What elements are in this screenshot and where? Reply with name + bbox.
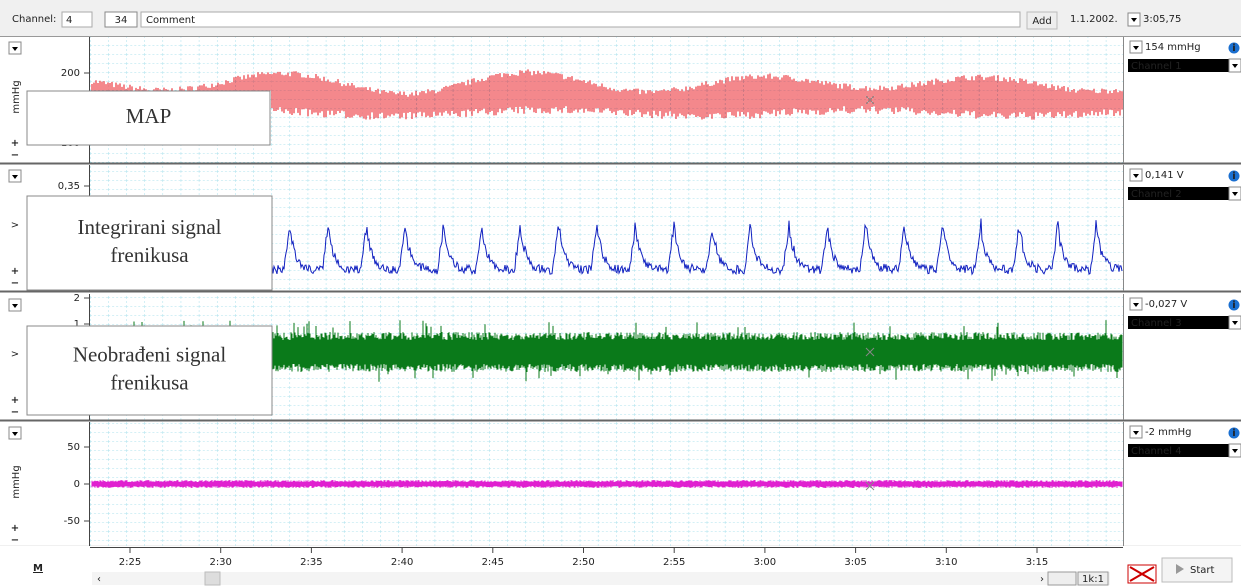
channel-spinner[interactable] (61, 11, 93, 28)
overlay-label: frenikusa (110, 243, 189, 267)
dropdown-arrow (1131, 18, 1137, 22)
channel-name: Channel 2 (1131, 189, 1182, 200)
unit-label: mmHg (11, 80, 22, 113)
y-tick-label: 200 (61, 68, 80, 79)
x-tick-label: 2:25 (119, 557, 141, 568)
info-icon (1228, 427, 1240, 439)
marker-button[interactable]: M (33, 563, 43, 574)
overlay-label: Integrirani signal (77, 215, 221, 239)
ratio-button[interactable] (1077, 571, 1109, 586)
date: 1.1.2002. (1070, 14, 1118, 25)
info-i: i (1232, 171, 1235, 182)
plus[interactable]: + (11, 266, 19, 277)
x-tick-label: 3:00 (754, 557, 776, 568)
readout: -2 mmHg (1145, 427, 1192, 438)
x-tick-label: 2:45 (482, 557, 504, 568)
expand-arrow: > (11, 220, 19, 231)
plus[interactable]: + (11, 395, 19, 406)
x-tick-label: 3:10 (935, 557, 957, 568)
x-tick-label: 2:35 (300, 557, 322, 568)
start-triangle (1176, 564, 1184, 574)
x-tick-label: 2:55 (663, 557, 685, 568)
scroll-thumb[interactable] (204, 571, 221, 586)
overlay-box (26, 325, 273, 416)
signal-trace (91, 480, 1123, 488)
readout: -0,027 V (1145, 299, 1187, 310)
dropdown-arrow (1232, 192, 1238, 196)
overlay-box (26, 195, 273, 291)
unit-label: mmHg (11, 465, 22, 498)
channel-select[interactable] (1128, 444, 1229, 457)
y-tick-label: 0,35 (58, 181, 80, 192)
dropdown-arrow (1133, 174, 1139, 178)
overlay-label: frenikusa (110, 370, 189, 394)
readout: 0,141 V (1145, 170, 1184, 181)
dropdown-arrow (1133, 303, 1139, 307)
dropdown-arrow (1232, 321, 1238, 325)
overlay-box (26, 90, 271, 146)
zoom-controls[interactable] (1047, 571, 1077, 586)
y-tick-label: 2 (74, 293, 80, 304)
add-label: Add (1032, 16, 1051, 27)
dropdown-arrow (12, 304, 18, 308)
record-cross (1129, 566, 1155, 582)
channel-name: Channel 1 (1131, 61, 1182, 72)
add-button[interactable] (1026, 11, 1058, 30)
scroll-right: › (1040, 574, 1044, 585)
plus[interactable]: + (11, 138, 19, 149)
cursor-mark (865, 481, 875, 491)
info-i: i (1232, 300, 1235, 311)
expand-arrow: > (11, 349, 19, 360)
comment-placeholder: Comment (146, 15, 195, 26)
page-number: 34 (115, 15, 128, 26)
info-icon (1228, 42, 1240, 54)
info-icon (1228, 170, 1240, 182)
x-tick-label: 2:50 (572, 557, 594, 568)
overlay-label: Neobrađeni signal (73, 342, 227, 366)
channel-name: Channel 4 (1131, 446, 1182, 457)
x-tick-label: 3:15 (1026, 557, 1048, 568)
dropdown-arrow (1133, 431, 1139, 435)
info-i: i (1232, 428, 1235, 439)
channel-select[interactable] (1128, 316, 1229, 329)
scrollbar[interactable] (92, 572, 1110, 585)
channel-select[interactable] (1128, 59, 1229, 72)
minus: − (11, 150, 19, 161)
y-tick-label: 1 (74, 319, 80, 330)
minus: − (11, 278, 19, 289)
overlay-label: MAP (126, 104, 172, 128)
cursor-mark (865, 95, 875, 105)
dropdown-arrow (12, 47, 18, 51)
channel-value: 4 (66, 15, 72, 26)
dropdown-arrow (12, 175, 18, 179)
x-tick-label: 3:05 (844, 557, 866, 568)
dropdown-arrow (1232, 64, 1238, 68)
channel-label: Channel: (12, 14, 56, 25)
x-tick-label: 2:30 (209, 557, 231, 568)
info-icon (1228, 299, 1240, 311)
page-box[interactable] (104, 11, 138, 28)
info-i: i (1232, 43, 1235, 54)
channel-select[interactable] (1128, 187, 1229, 200)
dropdown-arrow (1133, 46, 1139, 50)
y-tick-label: 0 (74, 479, 80, 490)
x-tick-label: 2:40 (391, 557, 413, 568)
ratio-label: 1k:1 (1082, 574, 1104, 585)
scroll-left: ‹ (97, 574, 101, 585)
cursor-mark (865, 347, 875, 357)
comment-field[interactable] (140, 11, 1021, 28)
readout: 154 mmHg (1145, 42, 1201, 53)
time: 3:05,75 (1143, 14, 1181, 25)
start-button[interactable] (1161, 557, 1233, 583)
minus: − (11, 407, 19, 418)
y-tick-label: -50 (64, 516, 80, 527)
start-label: Start (1190, 565, 1215, 576)
dropdown-arrow (1232, 449, 1238, 453)
y-tick-label: 50 (67, 442, 80, 453)
minus: − (11, 535, 19, 546)
plus[interactable]: + (11, 523, 19, 534)
channel-name: Channel 3 (1131, 318, 1182, 329)
dropdown-arrow (12, 432, 18, 436)
